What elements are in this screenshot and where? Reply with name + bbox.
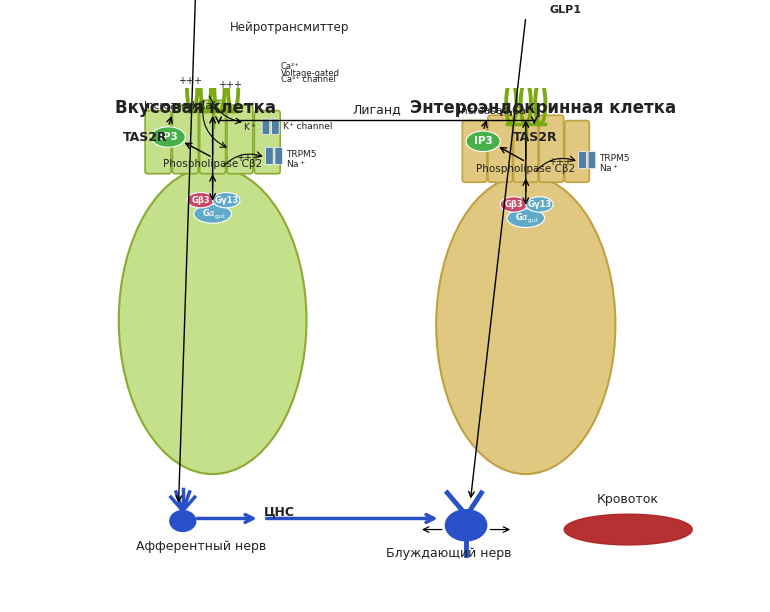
Text: Na$^+$: Na$^+$ — [599, 163, 619, 174]
Ellipse shape — [151, 127, 186, 147]
Ellipse shape — [541, 48, 554, 61]
Text: Gγ13: Gγ13 — [527, 200, 551, 209]
FancyBboxPatch shape — [488, 115, 513, 182]
Text: Na$^+$: Na$^+$ — [286, 159, 306, 170]
Ellipse shape — [445, 509, 487, 542]
FancyBboxPatch shape — [275, 147, 283, 165]
Ellipse shape — [524, 4, 535, 16]
Text: IP3: IP3 — [159, 132, 178, 142]
Text: TAS2R: TAS2R — [513, 130, 557, 144]
Ellipse shape — [202, 39, 215, 51]
FancyBboxPatch shape — [539, 115, 564, 182]
Ellipse shape — [213, 21, 226, 34]
FancyBboxPatch shape — [266, 147, 273, 165]
FancyBboxPatch shape — [172, 105, 198, 174]
Ellipse shape — [504, 4, 517, 16]
Ellipse shape — [526, 197, 553, 212]
Ellipse shape — [466, 131, 500, 152]
Ellipse shape — [530, 28, 542, 40]
Text: +++: +++ — [178, 76, 202, 86]
Text: gust: gust — [215, 214, 226, 219]
Text: Phospholipase Cβ2: Phospholipase Cβ2 — [163, 159, 263, 170]
Text: G$\alpha$: G$\alpha$ — [515, 211, 530, 222]
Text: gust: gust — [528, 218, 539, 223]
FancyBboxPatch shape — [564, 121, 589, 182]
FancyBboxPatch shape — [254, 111, 280, 174]
Ellipse shape — [538, 4, 551, 16]
Text: Ca²⁺: Ca²⁺ — [281, 62, 300, 71]
Text: K$^+$: K$^+$ — [243, 121, 257, 133]
Ellipse shape — [187, 193, 214, 208]
Text: Лиганд: Лиганд — [352, 103, 401, 116]
Ellipse shape — [507, 209, 544, 228]
Text: Gβ3: Gβ3 — [504, 200, 523, 209]
Ellipse shape — [169, 510, 196, 532]
Polygon shape — [564, 514, 692, 545]
Ellipse shape — [213, 193, 240, 208]
Text: Phospholipase Cβ2: Phospholipase Cβ2 — [477, 163, 575, 174]
Text: Энтероэндокринная клетка: Энтероэндокринная клетка — [410, 99, 676, 117]
Ellipse shape — [484, 28, 497, 40]
Ellipse shape — [182, 39, 195, 51]
Text: Voltage-gated: Voltage-gated — [281, 69, 340, 78]
Text: TRPM5: TRPM5 — [286, 149, 316, 159]
Ellipse shape — [496, 50, 508, 62]
FancyBboxPatch shape — [262, 119, 270, 135]
Ellipse shape — [500, 197, 527, 212]
Text: K⁺ channel: K⁺ channel — [283, 122, 332, 132]
FancyBboxPatch shape — [56, 88, 714, 611]
Text: Вкусовая клетка: Вкусовая клетка — [115, 99, 276, 117]
Text: TAS2R: TAS2R — [123, 130, 168, 144]
Text: TRPM5: TRPM5 — [599, 154, 630, 163]
FancyBboxPatch shape — [199, 100, 226, 174]
Ellipse shape — [252, 64, 276, 81]
Text: Нейротрансмиттер: Нейротрансмиттер — [229, 21, 349, 34]
Text: Кровоток: Кровоток — [598, 493, 659, 506]
Ellipse shape — [475, 46, 488, 59]
Text: Increased Ca²⁺: Increased Ca²⁺ — [144, 102, 222, 111]
FancyBboxPatch shape — [514, 111, 538, 182]
Ellipse shape — [507, 29, 520, 42]
Text: Increased Ca²⁺: Increased Ca²⁺ — [457, 106, 535, 116]
FancyBboxPatch shape — [579, 152, 587, 169]
Ellipse shape — [163, 39, 176, 51]
FancyBboxPatch shape — [272, 119, 280, 135]
Text: +++: +++ — [218, 80, 242, 90]
Text: Блуждающий нерв: Блуждающий нерв — [387, 547, 512, 560]
Text: Афферентный нерв: Афферентный нерв — [136, 540, 266, 553]
Text: +++: +++ — [236, 152, 260, 163]
FancyBboxPatch shape — [227, 105, 253, 174]
Ellipse shape — [194, 204, 232, 223]
Ellipse shape — [155, 21, 168, 34]
Ellipse shape — [119, 167, 306, 474]
Text: Gβ3: Gβ3 — [192, 196, 210, 204]
Text: +++: +++ — [548, 157, 572, 167]
Ellipse shape — [520, 45, 532, 58]
FancyBboxPatch shape — [588, 152, 596, 169]
FancyBboxPatch shape — [145, 111, 171, 174]
Ellipse shape — [174, 21, 186, 34]
Text: IP3: IP3 — [474, 136, 493, 146]
FancyBboxPatch shape — [462, 121, 487, 182]
Text: GLP1: GLP1 — [550, 5, 581, 15]
Ellipse shape — [193, 21, 206, 34]
Text: Ca²⁺ channel: Ca²⁺ channel — [281, 75, 336, 84]
Text: Gγ13: Gγ13 — [214, 196, 239, 204]
Text: ЦНС: ЦНС — [264, 506, 295, 519]
Text: G$\alpha$: G$\alpha$ — [202, 207, 216, 218]
Ellipse shape — [436, 176, 615, 474]
